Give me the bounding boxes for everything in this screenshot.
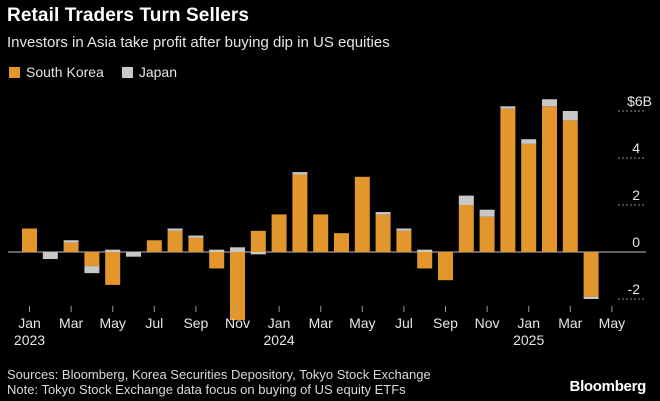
bar-japan: [417, 249, 433, 252]
bar-south-korea: [313, 214, 329, 252]
bar-south-korea: [354, 176, 370, 252]
bar-south-korea: [542, 106, 557, 252]
y-tick-label: -2: [628, 281, 641, 297]
y-unit-label: $6B: [627, 93, 652, 109]
bar-south-korea: [167, 230, 183, 252]
chart-title: Retail Traders Turn Sellers: [7, 5, 250, 26]
bar-south-korea: [230, 252, 245, 321]
bar-japan: [583, 296, 599, 299]
bar-japan: [105, 249, 121, 252]
bloomberg-logo: Bloomberg: [569, 378, 647, 395]
bar-south-korea: [375, 214, 391, 252]
bar-japan: [292, 172, 308, 175]
bar-south-korea: [146, 240, 162, 252]
bar-japan: [167, 228, 183, 231]
legend-swatch-japan: [121, 66, 133, 78]
x-tick-label: Mar: [59, 315, 83, 331]
x-tick-label: Jan: [268, 315, 291, 331]
bar-japan: [375, 212, 391, 215]
bar-south-korea: [562, 120, 578, 253]
x-tick-label: Jul: [395, 315, 413, 331]
bar-japan: [230, 247, 245, 252]
bar-south-korea: [479, 216, 495, 252]
bar-japan: [479, 209, 495, 217]
legend-label-japan: Japan: [138, 64, 177, 80]
legend-label-south-korea: South Korea: [26, 64, 104, 80]
bar-japan: [63, 240, 79, 243]
x-tick-label: Jan: [517, 315, 540, 331]
bar-japan: [250, 252, 266, 255]
y-tick-label: 4: [632, 140, 640, 156]
bar-south-korea: [583, 252, 599, 297]
bar-south-korea: [500, 108, 516, 253]
bar-south-korea: [22, 228, 37, 252]
x-tick-label: Nov: [475, 315, 500, 331]
bar-south-korea: [396, 230, 412, 252]
x-year-label: 2024: [264, 332, 295, 348]
bar-japan: [42, 252, 58, 260]
bar-japan: [458, 195, 474, 205]
bar-japan: [126, 252, 141, 257]
sources-text: Sources: Bloomberg, Korea Securities Dep…: [7, 367, 431, 382]
x-tick-label: Nov: [225, 315, 250, 331]
x-tick-label: May: [599, 315, 625, 331]
x-tick-label: May: [349, 315, 375, 331]
x-year-label: 2023: [14, 332, 45, 348]
bar-south-korea: [105, 252, 121, 285]
bar-japan: [396, 228, 412, 231]
bar-south-korea: [292, 174, 308, 252]
bar-south-korea: [84, 252, 100, 267]
legend-item-japan: Japan: [121, 64, 177, 80]
x-tick-label: Jul: [145, 315, 163, 331]
legend-swatch-south-korea: [9, 66, 20, 78]
footer-notes: Sources: Bloomberg, Korea Securities Dep…: [7, 367, 431, 397]
bar-japan: [542, 99, 557, 107]
x-tick-label: Mar: [309, 315, 333, 331]
note-text: Note: Tokyo Stock Exchange data focus on…: [7, 382, 406, 397]
bar-japan: [209, 249, 225, 252]
bar-south-korea: [271, 214, 287, 252]
bar-south-korea: [188, 237, 204, 252]
bar-japan: [521, 139, 537, 144]
bar-south-korea: [250, 230, 266, 252]
x-tick-label: Sep: [433, 315, 458, 331]
bar-south-korea: [334, 233, 349, 252]
bar-japan: [500, 106, 516, 109]
bar-south-korea: [63, 242, 79, 252]
x-tick-label: Mar: [558, 315, 582, 331]
bar-south-korea: [458, 205, 474, 252]
bar-south-korea: [209, 252, 225, 269]
y-tick-label: 0: [632, 234, 640, 250]
x-tick-label: Sep: [183, 315, 208, 331]
bar-japan: [84, 266, 100, 274]
x-tick-label: Jan: [18, 315, 41, 331]
legend-item-south-korea: South Korea: [9, 64, 104, 80]
bar-south-korea: [438, 252, 453, 281]
y-tick-label: 2: [632, 187, 640, 203]
chart-subtitle: Investors in Asia take profit after buyi…: [7, 34, 390, 51]
x-year-label: 2025: [513, 332, 544, 348]
x-tick-label: May: [99, 315, 125, 331]
bar-japan: [188, 235, 204, 238]
bar-south-korea: [417, 252, 433, 269]
bar-japan: [562, 111, 578, 121]
bar-south-korea: [521, 143, 537, 252]
legend: South Korea Japan: [9, 64, 195, 80]
